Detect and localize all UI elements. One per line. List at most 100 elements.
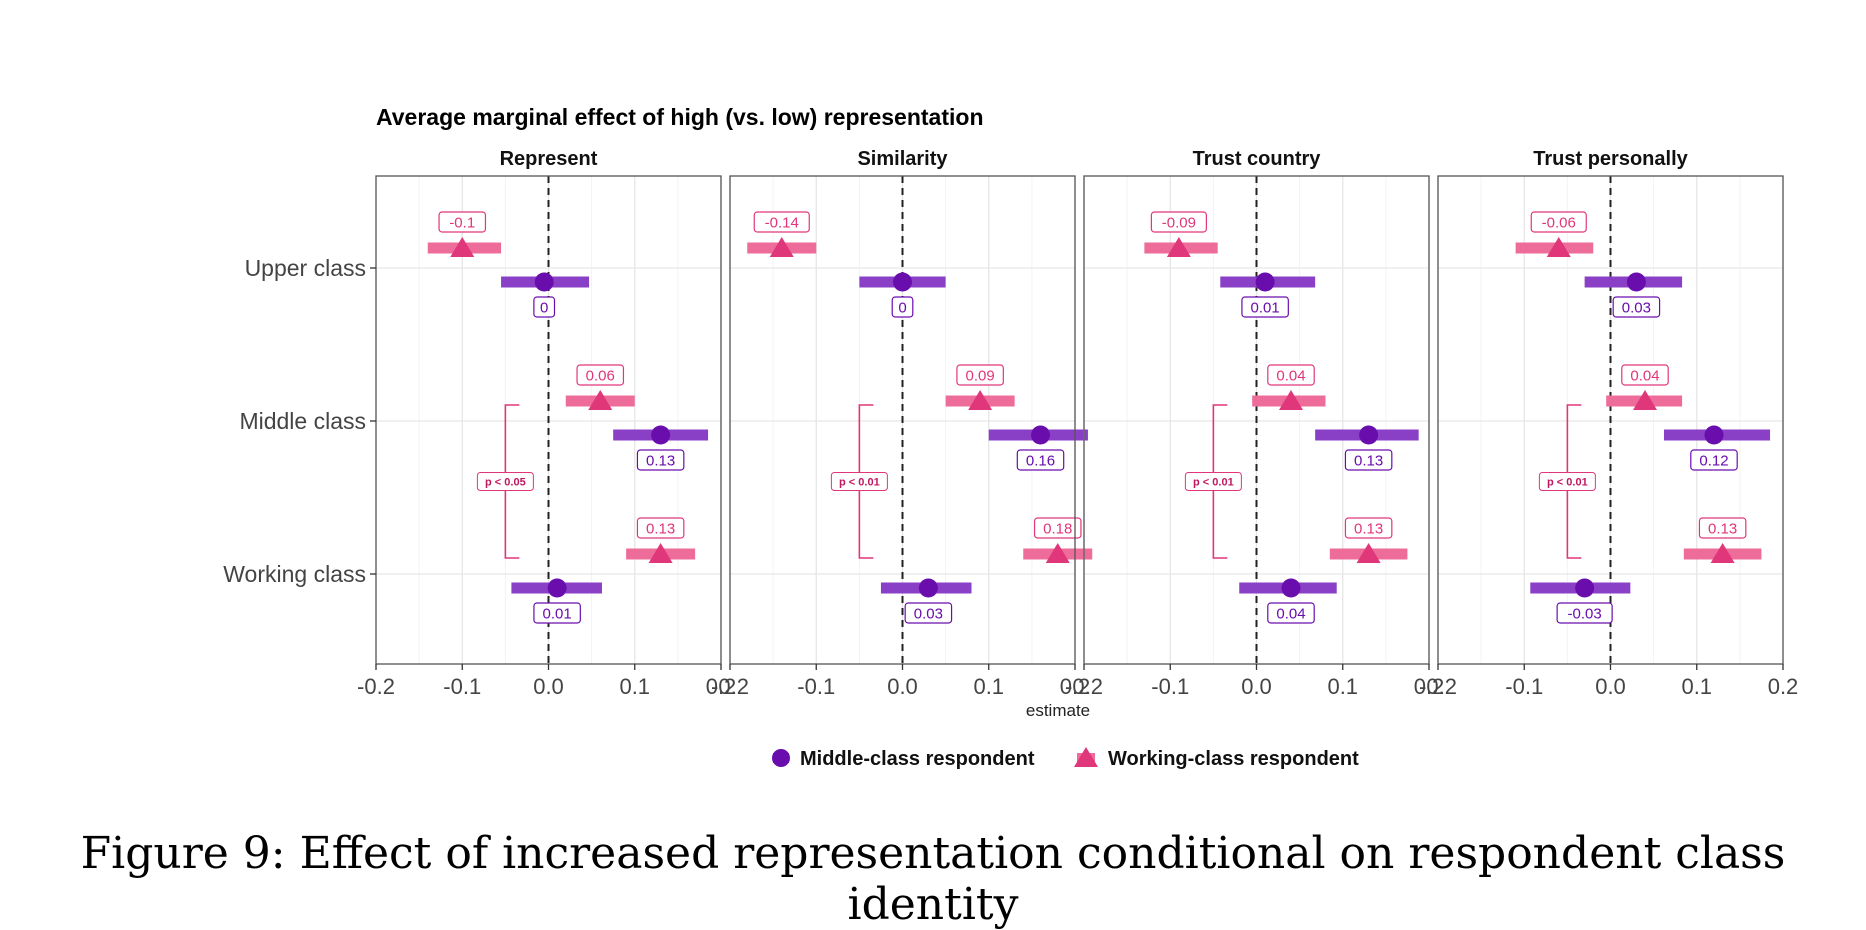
middle-class-estimate: 0 [859, 272, 946, 318]
circle-marker [1626, 272, 1646, 292]
triangle-marker [588, 390, 613, 410]
working-class-estimate: -0.06 [1515, 211, 1594, 257]
x-tick-label: -0.1 [1151, 674, 1189, 699]
data-label-box [533, 296, 556, 318]
data-label: 0.12 [1699, 453, 1728, 470]
data-label-box [533, 602, 581, 624]
x-tick-label: -0.2 [711, 674, 749, 699]
data-label-box [1621, 364, 1669, 386]
panel-title: Trust country [1193, 148, 1322, 170]
triangle-marker [450, 237, 475, 257]
legend: Middle-class respondent Working-class res… [772, 747, 1359, 770]
panel-title: Trust personally [1533, 148, 1688, 170]
working-class-estimate: 0.09 [945, 364, 1015, 410]
circle-marker [1281, 578, 1301, 598]
triangle-marker [769, 237, 794, 257]
data-label: 0.09 [966, 368, 995, 385]
data-label: -0.03 [1568, 606, 1602, 623]
data-label-box [1344, 449, 1393, 471]
middle-class-estimate: 0.13 [613, 425, 709, 471]
x-tick-label: 0.0 [1595, 674, 1626, 699]
working-class-estimate: 0.06 [565, 364, 635, 410]
triangle-marker [1546, 237, 1571, 257]
working-class-estimate: 0.04 [1252, 364, 1326, 410]
working-class-estimate: 0.13 [1683, 517, 1762, 563]
circle-marker [918, 578, 938, 598]
panel-trust-personally: Trust personally p < 0.01 -0.06 0.03 0.04 0.1… [1419, 148, 1798, 699]
middle-class-estimate: 0.03 [880, 578, 972, 624]
circle-marker [651, 425, 671, 445]
x-tick-label: 0.2 [706, 674, 737, 699]
data-label-box [1556, 602, 1613, 624]
circle-marker [1031, 425, 1050, 445]
significance-label: p < 0.05 [485, 477, 526, 489]
significance-label: p < 0.01 [839, 477, 880, 489]
triangle-marker [1356, 543, 1381, 563]
data-label: 0.01 [543, 606, 572, 623]
middle-class-estimate: 0.03 [1584, 272, 1683, 318]
y-tick-label: Middle class [239, 408, 366, 434]
working-class-estimate: 0.13 [626, 517, 696, 563]
triangle-marker [1279, 390, 1303, 410]
x-tick-label: 0.1 [1327, 674, 1358, 699]
middle-class-estimate: 0.04 [1239, 578, 1337, 624]
y-axis-category-labels: Upper class Middle class Working class [223, 255, 376, 587]
data-label: 0.13 [1354, 453, 1383, 470]
circle-marker [1704, 425, 1724, 445]
significance-label-box [830, 472, 888, 491]
triangle-marker [1166, 237, 1191, 257]
y-tick-label: Working class [223, 561, 366, 587]
legend-item-middle: Middle-class respondent [772, 748, 1035, 770]
circle-marker [547, 578, 567, 598]
data-label: 0.04 [1276, 368, 1305, 385]
coefficient-plot-figure: Average marginal effect of high (vs. low… [223, 104, 1798, 770]
significance-label: p < 0.01 [1547, 477, 1588, 489]
data-label-box [1016, 449, 1065, 471]
legend-item-working: Working-class respondent [1074, 747, 1359, 770]
legend-label: Working-class respondent [1108, 748, 1359, 770]
data-label: 0.13 [1354, 521, 1383, 538]
data-label: 0.04 [1630, 368, 1659, 385]
middle-class-estimate: 0.01 [511, 578, 602, 624]
figure-caption: Figure 9: Effect of increased representa… [80, 828, 1786, 930]
data-label-box [891, 296, 914, 318]
data-label-box [1344, 517, 1393, 539]
x-tick-label: 0.1 [619, 674, 650, 699]
data-label-box [1612, 296, 1661, 318]
triangle-icon [1074, 747, 1098, 767]
x-tick-label: 0.1 [973, 674, 1004, 699]
panel-represent: Represent p < 0.05 -0.1 0 0.06 0.13 0.13 0.01 -0… [357, 148, 736, 699]
panel-title: Represent [500, 148, 598, 170]
data-label-box [438, 211, 487, 233]
working-class-estimate: 0.04 [1606, 364, 1683, 410]
panel-similarity: Similarity p < 0.01 -0.14 0 0.09 0.16 0.18 0.03… [711, 148, 1093, 699]
legend-label: Middle-class respondent [800, 748, 1035, 770]
panels-layer: Represent p < 0.05 -0.1 0 0.06 0.13 0.13 0.01 -0… [357, 148, 1798, 699]
circle-marker [1255, 272, 1275, 292]
data-label-box [1150, 211, 1207, 233]
circle-marker [893, 272, 912, 292]
data-label: 0.18 [1043, 521, 1072, 538]
middle-class-estimate: 0.01 [1220, 272, 1316, 318]
data-label-box [1033, 517, 1082, 539]
significance-label-box [476, 472, 534, 491]
triangle-marker [648, 543, 673, 563]
middle-class-estimate: -0.03 [1530, 578, 1631, 624]
data-label-box [1267, 364, 1315, 386]
data-label-box [1241, 296, 1289, 318]
significance-label-box [1184, 472, 1242, 491]
panel-trust-country: Trust country p < 0.01 -0.09 0.01 0.04 0.13 0.… [1065, 148, 1444, 699]
circle-icon [772, 749, 790, 767]
triangle-marker [1710, 543, 1735, 563]
x-tick-label: 0.2 [1060, 674, 1091, 699]
data-label-box [636, 449, 685, 471]
working-class-estimate: -0.09 [1144, 211, 1218, 257]
data-label-box [904, 602, 953, 624]
data-label-box [753, 211, 810, 233]
triangle-marker [968, 390, 993, 410]
circle-marker [1359, 425, 1379, 445]
x-tick-label: 0.1 [1681, 674, 1712, 699]
x-tick-label: 0.0 [887, 674, 918, 699]
data-label: -0.09 [1162, 215, 1196, 232]
working-class-estimate: -0.14 [747, 211, 817, 257]
